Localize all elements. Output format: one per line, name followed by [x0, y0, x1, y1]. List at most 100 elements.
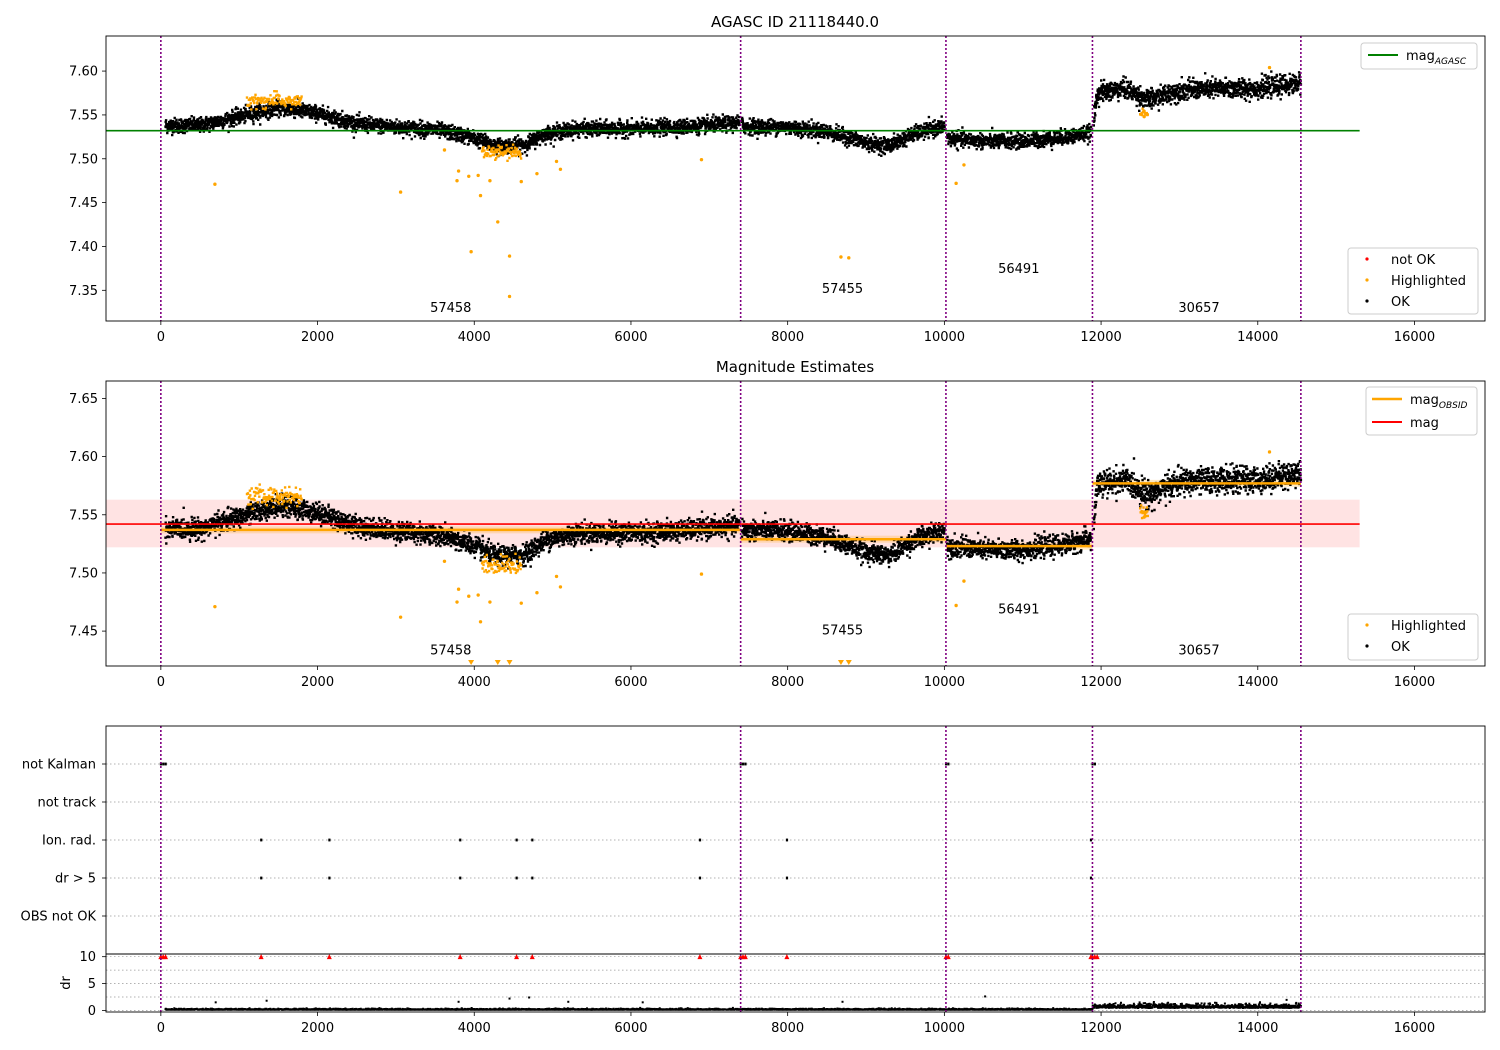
dr-y-tick-label: 0 [88, 1004, 96, 1019]
highlighted-point [558, 167, 563, 171]
highlighted-point [476, 593, 480, 597]
obsid-label: 56491 [998, 603, 1039, 618]
legend-label-ok: OK [1391, 295, 1410, 310]
x-tick-label: 0 [157, 1021, 165, 1036]
panel-flags: not Kalman not track Ion. rad. dr > 5 OBS no… [21, 725, 1486, 1036]
y-tick-label: 7.45 [69, 196, 98, 211]
dr-capped-marker [326, 954, 332, 960]
flag-point [260, 838, 263, 842]
highlighted-point [954, 181, 958, 186]
x-tick-label: 16000 [1394, 1021, 1435, 1036]
x-tick-label: 16000 [1394, 330, 1435, 345]
highlighted-point [488, 178, 492, 183]
x-tick-label: 8000 [771, 675, 804, 690]
highlighted-point [442, 559, 447, 564]
plot-area: 57458 57455 56491 30657 [106, 36, 1360, 321]
dr-spike-point [528, 996, 531, 999]
highlighted-point [213, 182, 217, 186]
flag-point [785, 876, 789, 880]
dr-spike-point [265, 999, 268, 1002]
x-tick-label: 14000 [1237, 1021, 1278, 1036]
legend-point-status-2: Highlighted OK [1347, 613, 1479, 661]
dr-y-tick-label: 5 [88, 977, 96, 992]
highlighted-point [962, 163, 966, 167]
flag-point [515, 838, 518, 842]
out-of-range-marker [494, 660, 501, 665]
highlighted-point [1267, 65, 1272, 70]
highlighted-point [488, 600, 492, 604]
dr-spike-point [567, 1000, 570, 1003]
x-tick-label: 12000 [1080, 330, 1121, 345]
y-tick-label: 7.35 [69, 284, 98, 299]
y-tick-label: 7.50 [69, 152, 98, 167]
flag-point [742, 762, 745, 766]
panel-agasc: AGASC ID 21118440.0 57458 57455 56491 30657… [69, 13, 1486, 345]
highlighted-point [455, 178, 459, 183]
x-tick-label: 2000 [301, 1021, 334, 1036]
flag-point [698, 838, 702, 842]
flag-point [947, 762, 950, 766]
dr-axis-label: dr [59, 976, 74, 990]
highlighted-point [847, 256, 851, 260]
highlighted-point [496, 220, 500, 224]
flag-point [744, 762, 747, 766]
highlighted-point [1142, 114, 1146, 119]
highlighted-cluster [245, 90, 1149, 162]
obsid-label: 57458 [430, 643, 471, 658]
dr-spike-point [457, 1000, 460, 1003]
highlighted-point [558, 585, 563, 589]
highlighted-point [507, 254, 512, 258]
dr-spike-point [508, 997, 511, 1000]
dr-capped-marker [163, 954, 169, 960]
x-tick-label: 2000 [301, 675, 334, 690]
legend-label-mag: mag [1410, 416, 1439, 431]
highlighted-point [478, 620, 483, 624]
obsid-label: 57458 [430, 301, 471, 316]
legend-marker-ok-2 [1365, 644, 1369, 648]
highlighted-point [519, 179, 523, 184]
legend-label-highlighted-2: Highlighted [1391, 619, 1466, 634]
highlighted-point [469, 250, 473, 254]
legend-marker-highlighted-2 [1365, 623, 1369, 627]
flag-point [785, 838, 789, 842]
flag-point [1089, 876, 1093, 880]
legend-point-status: not OK Highlighted OK [1347, 247, 1479, 315]
legend-label-ok-2: OK [1391, 640, 1410, 655]
out-of-range-marker [845, 660, 852, 665]
y-tick-label: 7.40 [69, 240, 98, 255]
y-tick-label: 7.45 [69, 625, 98, 640]
highlighted-point [455, 600, 459, 604]
flag-point [162, 762, 165, 766]
highlighted-point [1142, 515, 1146, 519]
y-tick-label: 7.55 [69, 108, 98, 123]
legend-marker-highlighted [1365, 278, 1369, 282]
flag-point [459, 876, 462, 880]
dr-capped-marker [514, 954, 520, 960]
x-tick-label: 8000 [771, 1021, 804, 1036]
panel-1-title: AGASC ID 21118440.0 [711, 13, 879, 31]
obsid-label: 57455 [822, 624, 863, 639]
highlighted-point [213, 604, 217, 609]
legend-mag-agasc: magAGASC [1360, 42, 1478, 70]
x-tick-label: 6000 [614, 330, 647, 345]
x-tick-label: 4000 [458, 330, 491, 345]
x-tick-label: 16000 [1394, 675, 1435, 690]
flag-point [531, 838, 534, 842]
panel-magnitude-estimates: Magnitude Estimates 57458 57455 56491 30657… [69, 358, 1486, 690]
ok-points [164, 70, 1303, 158]
out-of-range-marker [837, 660, 844, 665]
legend-marker-ok [1365, 299, 1369, 303]
dr-capped-marker [945, 954, 951, 960]
highlighted-point [699, 157, 704, 162]
dr-spike-point [214, 1001, 217, 1004]
highlighted-point [839, 255, 843, 259]
x-tick-label: 12000 [1080, 675, 1121, 690]
obsid-label: 30657 [1178, 301, 1219, 316]
highlighted-point [478, 193, 483, 198]
legend-marker-not-ok [1365, 257, 1369, 261]
highlighted-point [535, 591, 539, 595]
y-tick-label: 7.60 [69, 65, 98, 80]
highlighted-point [1267, 450, 1272, 454]
obsid-label: 56491 [998, 262, 1039, 277]
